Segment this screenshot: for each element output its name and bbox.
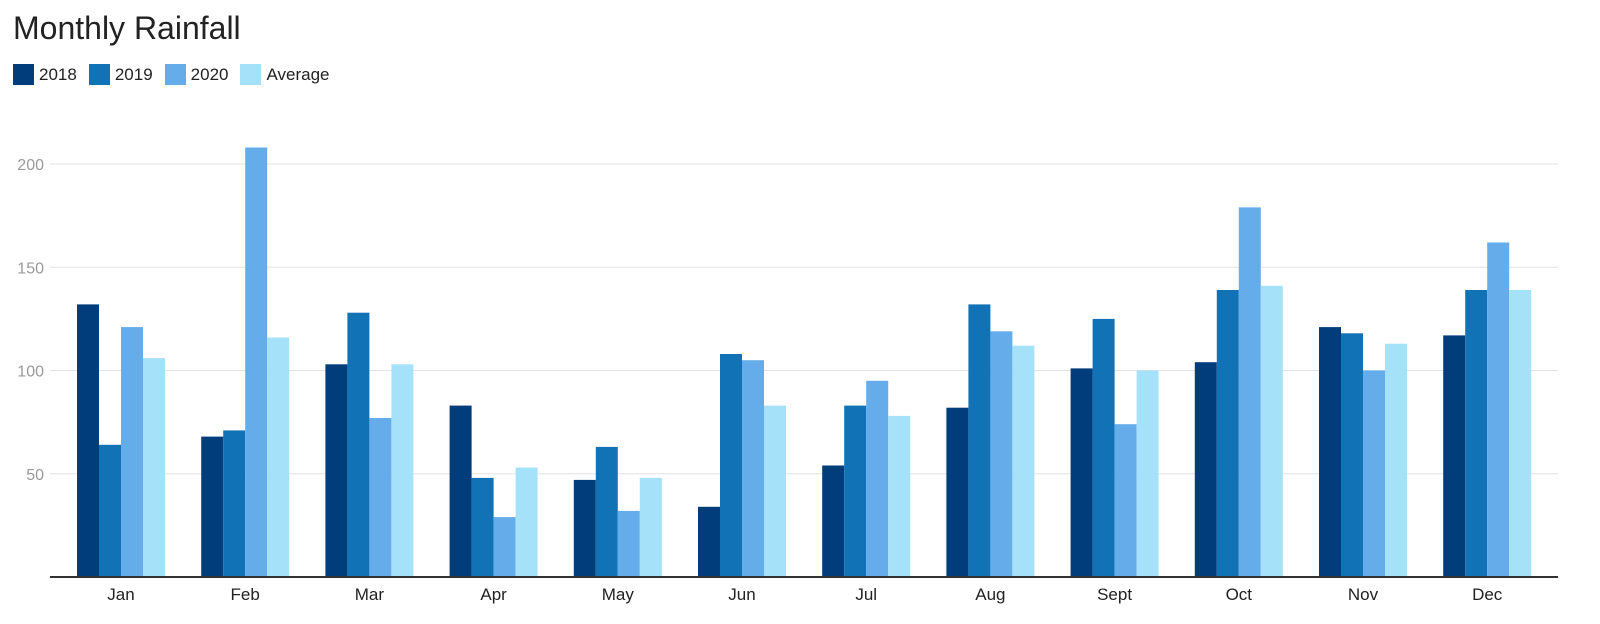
legend-swatch [240, 64, 262, 85]
bar-jun-2018 [698, 506, 720, 577]
legend-swatch [164, 64, 186, 85]
bar-jul-average [888, 415, 911, 577]
legend-label: Average [266, 64, 330, 84]
bar-mar-2018 [325, 364, 348, 577]
bar-sept-average [1136, 370, 1159, 577]
y-tick-label: 200 [17, 157, 44, 174]
legend-swatch [13, 64, 34, 85]
bar-may-2019 [595, 446, 618, 577]
bar-apr-2019 [471, 477, 494, 577]
bar-oct-average [1260, 285, 1283, 577]
bar-mar-average [391, 364, 414, 577]
bar-jan-2020 [121, 327, 143, 577]
bar-oct-2018 [1194, 362, 1217, 577]
bar-aug-2020 [990, 331, 1013, 577]
bar-may-2020 [617, 510, 640, 577]
bar-nov-2019 [1341, 333, 1363, 577]
bar-feb-average [267, 337, 290, 577]
chart-title: Monthly Rainfall [13, 10, 241, 46]
bar-dec-2020 [1487, 242, 1510, 577]
legend: 2018 2019 2020 Average [13, 64, 342, 85]
legend-label: 2020 [190, 64, 229, 84]
bar-feb-2020 [245, 147, 268, 577]
legend-swatch [88, 64, 110, 85]
bar-dec-2019 [1465, 290, 1488, 577]
bar-feb-2018 [201, 436, 224, 577]
bar-feb-2019 [223, 430, 246, 577]
bar-may-average [639, 477, 662, 577]
bar-jun-2019 [720, 354, 742, 577]
legend-item-average: Average [240, 64, 330, 85]
bar-nov-2020 [1363, 370, 1385, 577]
x-tick-label: Nov [1348, 585, 1379, 604]
bar-jul-2020 [866, 380, 889, 577]
bar-may-2018 [573, 479, 596, 577]
legend-item-2018: 2018 [13, 64, 77, 85]
bar-jan-2018 [77, 304, 99, 577]
legend-item-2019: 2019 [88, 64, 153, 85]
bar-dec-2018 [1443, 335, 1466, 577]
x-tick-label: Mar [355, 585, 385, 604]
bar-oct-2019 [1216, 290, 1239, 577]
x-tick-label: Jun [728, 585, 755, 604]
bar-aug-2019 [968, 304, 991, 577]
x-tick-label: Feb [231, 585, 260, 604]
bar-nov-2018 [1319, 327, 1341, 577]
bar-mar-2020 [369, 418, 392, 577]
x-tick-label: Jul [855, 585, 877, 604]
y-tick-label: 50 [26, 467, 44, 484]
bar-aug-2018 [946, 407, 969, 577]
bar-jul-2019 [844, 405, 867, 577]
y-tick-label: 150 [17, 260, 44, 277]
x-tick-label: Oct [1226, 585, 1253, 604]
y-tick-label: 100 [17, 364, 44, 381]
bar-sept-2019 [1092, 318, 1115, 577]
bar-jun-average [764, 405, 786, 577]
x-tick-label: Aug [975, 585, 1005, 604]
bar-jan-2019 [99, 444, 121, 577]
x-tick-label: May [602, 585, 635, 604]
x-tick-label: Jan [107, 585, 134, 604]
bar-dec-average [1509, 290, 1532, 577]
x-tick-label: Sept [1097, 585, 1132, 604]
bar-sept-2020 [1114, 424, 1137, 577]
bar-jan-average [143, 358, 165, 577]
bar-apr-2018 [449, 405, 472, 577]
bar-jun-2020 [742, 360, 764, 577]
x-tick-label: Apr [480, 585, 507, 604]
x-tick-label: Dec [1472, 585, 1503, 604]
bar-jul-2018 [822, 465, 845, 577]
legend-item-2020: 2020 [164, 64, 229, 85]
bar-apr-average [515, 467, 538, 577]
legend-label: 2019 [114, 64, 153, 84]
bar-mar-2019 [347, 312, 370, 577]
bar-aug-average [1012, 345, 1035, 577]
bar-sept-2018 [1070, 368, 1093, 577]
legend-label: 2018 [39, 64, 77, 84]
bar-apr-2020 [493, 517, 516, 577]
bar-oct-2020 [1238, 207, 1261, 577]
bar-nov-average [1385, 343, 1407, 577]
